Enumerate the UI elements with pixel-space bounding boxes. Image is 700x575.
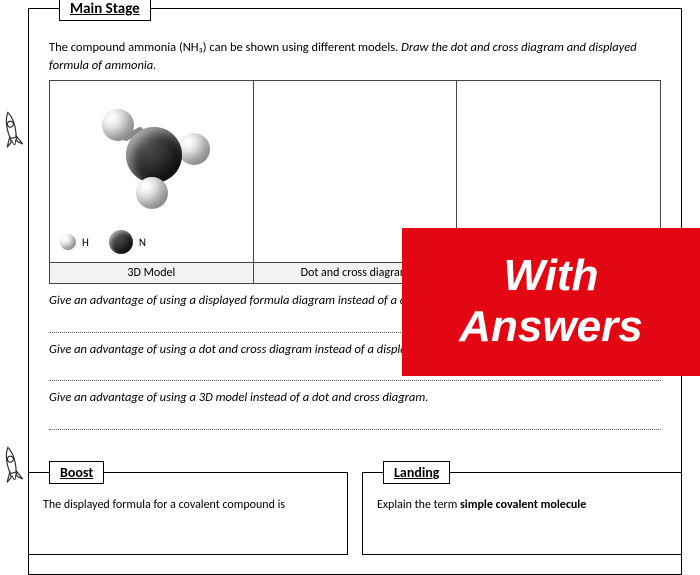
badge-line2: Answers — [459, 302, 642, 353]
boost-label: Boost — [49, 461, 104, 484]
nitrogen-atom — [126, 127, 182, 183]
landing-bold: simple covalent molecule — [460, 498, 586, 512]
answer-line — [49, 380, 661, 381]
legend-n-dot — [109, 230, 133, 254]
boost-box: Boost The displayed formula for a covale… — [28, 472, 348, 555]
legend-h-dot — [60, 234, 76, 250]
hydrogen-atom — [178, 133, 210, 165]
boost-text: The displayed formula for a covalent com… — [43, 497, 333, 514]
rocket-icon — [0, 108, 30, 157]
atom-legend: H N — [60, 230, 146, 254]
rocket-icon — [0, 443, 30, 492]
question-3: Give an advantage of using a 3D model in… — [49, 389, 661, 407]
bottom-row: Boost The displayed formula for a covale… — [28, 472, 682, 555]
main-stage-label: Main Stage — [59, 0, 151, 21]
answer-line — [49, 429, 661, 430]
landing-box: Landing Explain the term simple covalent… — [362, 472, 682, 555]
cell-3d-model: H N — [50, 81, 254, 263]
hydrogen-atom — [102, 109, 134, 141]
landing-prefix: Explain the term — [377, 498, 460, 512]
intro-plain: The compound ammonia (NH₃) can be shown … — [49, 40, 401, 55]
hydrogen-atom — [136, 177, 168, 209]
with-answers-badge: With Answers — [402, 228, 700, 376]
legend-h-label: H — [82, 236, 89, 249]
landing-text: Explain the term simple covalent molecul… — [377, 497, 667, 514]
header-3d: 3D Model — [50, 263, 254, 284]
landing-label: Landing — [383, 461, 450, 484]
intro-text: The compound ammonia (NH₃) can be shown … — [49, 39, 661, 74]
badge-line1: With — [504, 251, 599, 302]
legend-n-label: N — [139, 236, 146, 249]
